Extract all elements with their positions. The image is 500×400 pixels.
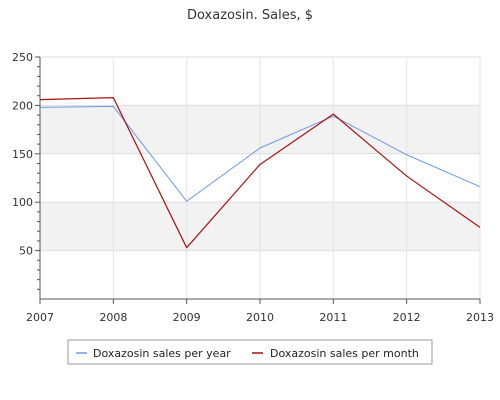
legend-label-year: Doxazosin sales per year <box>93 347 231 360</box>
x-tick-label-2013: 2013 <box>466 311 494 324</box>
y-tick-label-50: 50 <box>19 245 33 258</box>
x-tick-label-2012: 2012 <box>393 311 421 324</box>
legend-box <box>67 339 433 365</box>
x-tick-label-2008: 2008 <box>99 311 127 324</box>
y-tick-label-200: 200 <box>12 99 33 112</box>
series-layer <box>39 97 481 249</box>
y-tick-label-250: 250 <box>12 51 33 64</box>
legend-label-month: Doxazosin sales per month <box>270 347 419 360</box>
series-line-month <box>39 97 481 249</box>
legend: Doxazosin sales per year Doxazosin sales… <box>67 339 433 365</box>
x-tick-label-2009: 2009 <box>173 311 201 324</box>
y-tick-label-100: 100 <box>12 196 33 209</box>
x-tick-label-2007: 2007 <box>26 311 54 324</box>
grid-lines <box>39 56 481 299</box>
chart-title: Doxazosin. Sales, $ <box>187 8 313 23</box>
axis-layer: 50 100 150 200 250 2007 2008 2009 2010 2011 2012 20… <box>12 51 494 324</box>
x-tick-label-2011: 2011 <box>319 311 347 324</box>
series-line-year <box>39 105 481 202</box>
y-tick-label-150: 150 <box>12 148 33 161</box>
x-tick-label-2010: 2010 <box>246 311 274 324</box>
